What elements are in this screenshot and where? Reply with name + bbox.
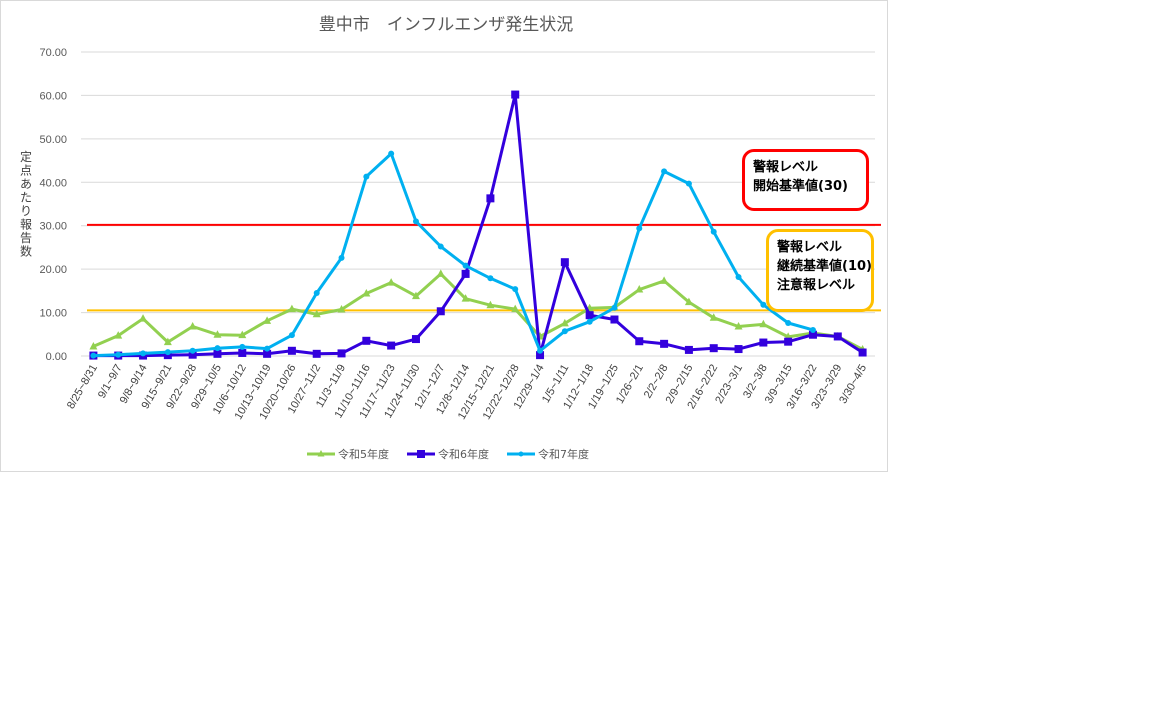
callout-line: 開始基準値(30) [753, 179, 848, 194]
series-triangle [89, 269, 867, 353]
callout-line: 警報レベル [777, 240, 843, 255]
legend-label: 令和5年度 [338, 447, 389, 461]
chart-title: 豊中市 インフルエンザ発生状況 [319, 15, 574, 35]
y-tick-label: 0.00 [46, 351, 67, 363]
callout-line: 警報レベル [753, 160, 819, 175]
legend-label: 令和6年度 [438, 447, 489, 461]
y-tick-label: 50.00 [39, 134, 67, 146]
alert-start-callout: 警報レベル 開始基準値(30) [742, 149, 869, 211]
reference-lines [87, 223, 881, 312]
y-axis-ticks: 0.00 10.00 20.00 30.00 40.00 50.00 60.00 70.00 [39, 47, 67, 363]
legend-item: 令和7年度 [507, 447, 589, 461]
series-circle [90, 150, 816, 359]
legend-label: 令和7年度 [538, 447, 589, 461]
legend-item: 令和6年度 [407, 447, 489, 461]
y-tick-label: 70.00 [39, 47, 67, 59]
y-tick-label: 40.00 [39, 177, 67, 189]
callout-line: 継続基準値(10) [777, 259, 872, 274]
chart-container: 豊中市 インフルエンザ発生状況 0.00 10.00 20.00 30.00 40.00… [0, 0, 888, 472]
y-tick-label: 10.00 [39, 308, 67, 320]
data-series [89, 90, 867, 360]
legend-item: 令和5年度 [307, 447, 389, 461]
y-axis-label: 定点あたり報告数 [20, 149, 32, 259]
callout-line: 注意報レベル [777, 278, 856, 293]
y-tick-label: 60.00 [39, 90, 67, 102]
y-tick-label: 20.00 [39, 264, 67, 276]
alert-continue-callout: 警報レベル 継続基準値(10) 注意報レベル [766, 229, 874, 312]
line-chart: 豊中市 インフルエンザ発生状況 0.00 10.00 20.00 30.00 40.00… [20, 15, 881, 461]
x-tick-label: 8/25~8/31 [65, 363, 100, 412]
legend: 令和5年度 令和6年度 令和7年度 [307, 447, 589, 461]
x-axis-ticks: 8/25~8/319/1~9/79/8~9/149/15~9/219/22~9/… [65, 363, 869, 422]
y-tick-label: 30.00 [39, 221, 67, 233]
